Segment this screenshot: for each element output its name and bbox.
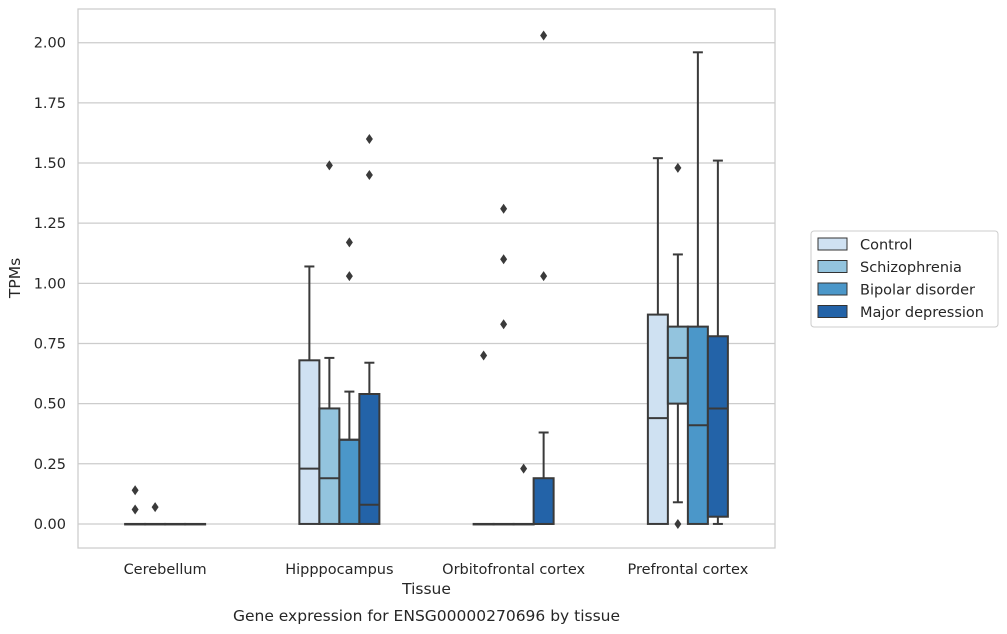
- box: [358, 393, 381, 525]
- box: [318, 407, 341, 525]
- y-tick-label: 1.00: [34, 276, 66, 292]
- box: [532, 477, 555, 525]
- y-tick-label: 0.75: [34, 336, 66, 352]
- x-tick-label: Cerebellum: [124, 562, 207, 578]
- legend-swatch: [817, 237, 848, 251]
- plot-frame: [77, 8, 776, 549]
- legend-swatch: [817, 260, 848, 273]
- box-3-0: [646, 157, 669, 525]
- outlier-point: [325, 160, 333, 171]
- y-tick-label: 2.00: [34, 36, 66, 52]
- y-tick-label: 0.25: [34, 457, 66, 473]
- box-3-2: [686, 51, 709, 525]
- legend-label: Control: [860, 238, 912, 254]
- legend-label: Bipolar disorder: [860, 283, 975, 299]
- legend-label: Major depression: [860, 305, 984, 321]
- box-3-3: [706, 159, 729, 525]
- outlier-point: [540, 271, 548, 282]
- legend: Control Schizophrenia Bipolar disorder Majo…: [810, 230, 999, 328]
- outlier-point: [131, 485, 139, 496]
- box-1-0: [298, 265, 321, 525]
- box-0-2: [164, 522, 187, 526]
- y-tick-label: 0.00: [34, 517, 66, 533]
- outlier-point: [345, 237, 353, 248]
- box-2-1: [492, 203, 515, 526]
- box: [646, 313, 669, 525]
- y-tick-label: 1.50: [34, 156, 66, 172]
- box: [298, 359, 321, 525]
- box-0-3: [184, 522, 207, 526]
- x-axis-ticks: Cerebellum Hipppocampus Orbitofrontal cort…: [124, 562, 749, 578]
- outlier-point: [520, 463, 528, 474]
- outlier-point: [131, 504, 139, 515]
- box-1-3: [358, 133, 381, 525]
- x-tick-label: Prefrontal cortex: [627, 562, 748, 578]
- outlier-point: [480, 350, 488, 361]
- legend-label: Schizophrenia: [860, 260, 962, 276]
- outlier-point: [540, 30, 548, 41]
- box-1-2: [338, 237, 361, 525]
- x-tick-label: Orbitofrontal cortex: [442, 562, 585, 578]
- outlier-point: [674, 162, 682, 173]
- box: [706, 335, 729, 518]
- legend-swatch: [817, 305, 848, 318]
- x-tick-label: Hipppocampus: [285, 562, 393, 578]
- box: [666, 325, 689, 405]
- y-axis-label: TPMs: [6, 258, 24, 299]
- y-tick-label: 1.25: [34, 216, 66, 232]
- y-tick-label: 0.50: [34, 397, 66, 413]
- outlier-point: [365, 133, 373, 144]
- y-axis-ticks: 0.00 0.25 0.50 0.75 1.00 1.25 1.50 1.75 2.00: [34, 36, 66, 533]
- x-axis-label: Tissue: [401, 580, 451, 598]
- legend-swatch: [817, 282, 848, 296]
- chart-title: Gene expression for ENSG00000270696 by t…: [233, 607, 620, 625]
- legend-frame: [810, 230, 999, 328]
- y-tick-label: 1.75: [34, 96, 66, 112]
- outlier-point: [365, 170, 373, 181]
- outlier-point: [674, 518, 682, 529]
- outlier-point: [500, 203, 508, 214]
- outlier-point: [500, 254, 508, 265]
- outlier-point: [500, 319, 508, 330]
- box: [338, 438, 361, 525]
- outlier-point: [151, 502, 159, 513]
- box-2-3: [532, 30, 555, 525]
- box-plots: [124, 30, 729, 529]
- outlier-point: [345, 271, 353, 282]
